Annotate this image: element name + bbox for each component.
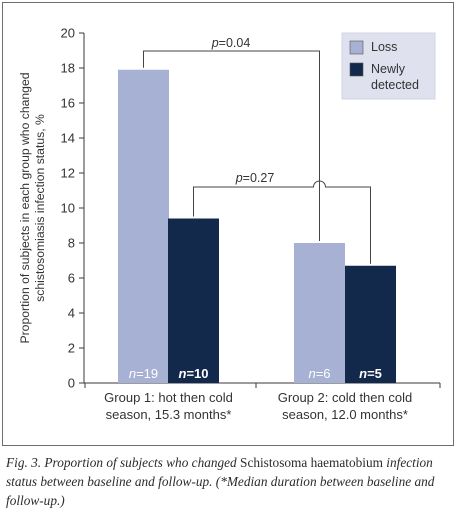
figure-caption: Fig. 3. Proportion of subjects who chang…	[6, 453, 452, 510]
y-tick-label: 0	[68, 376, 75, 391]
y-tick-label: 18	[61, 61, 75, 76]
legend-swatch-newly-detected	[349, 62, 364, 77]
p-value-newly-detected: p=0.27	[235, 171, 275, 185]
significance-bracket-newly-detected	[193, 180, 371, 264]
y-axis-label-line2: schistosomiasis infection status, %	[33, 114, 47, 302]
y-tick-label: 16	[61, 96, 75, 111]
y-tick-label: 12	[61, 166, 75, 181]
p-value-loss: p=0.04	[211, 36, 251, 50]
legend-label-loss: Loss	[371, 40, 397, 54]
x-category-label-group1: Group 1: hot then cold	[104, 390, 233, 405]
bar-newly-detected-group2	[345, 265, 396, 383]
y-tick-label: 8	[68, 236, 75, 251]
bar-loss-group1	[118, 69, 169, 383]
y-tick-label: 2	[68, 341, 75, 356]
caption-species: Schistosoma haematobium	[240, 455, 383, 470]
caption-part1: Fig. 3. Proportion of subjects who chang…	[6, 455, 241, 470]
y-tick-label: 20	[61, 26, 75, 41]
legend-swatch-loss	[349, 40, 364, 55]
x-category-label-group1: season, 15.3 months*	[106, 407, 232, 422]
y-tick-label: 14	[61, 131, 75, 146]
x-category-label-group2: season, 12.0 months*	[282, 407, 408, 422]
bar-n-label: n=6	[308, 366, 330, 381]
bar-chart: 0 2 4 6 8 10 12 14 16 18 20 Proportion of subjects …	[18, 26, 441, 422]
y-axis-label-line1: Proportion of subjects in each group who…	[18, 72, 32, 343]
chart-frame	[2, 2, 454, 446]
bar-n-label: n=5	[359, 366, 382, 381]
bar-n-label: n=10	[178, 366, 208, 381]
y-tick-label: 4	[68, 306, 75, 321]
caption-part3: infection status between baseline and fo…	[6, 455, 435, 508]
bar-loss-group2	[294, 243, 345, 383]
y-tick-label: 6	[68, 271, 75, 286]
significance-bracket-loss	[143, 50, 320, 241]
x-category-label-group2: Group 2: cold then cold	[278, 390, 412, 405]
bar-newly-detected-group1	[168, 218, 219, 383]
legend-label-newly-detected: detected	[371, 78, 419, 92]
legend-label-newly-detected: Newly	[371, 62, 406, 76]
y-tick-label: 10	[61, 201, 75, 216]
bar-n-label: n=19	[129, 366, 158, 381]
